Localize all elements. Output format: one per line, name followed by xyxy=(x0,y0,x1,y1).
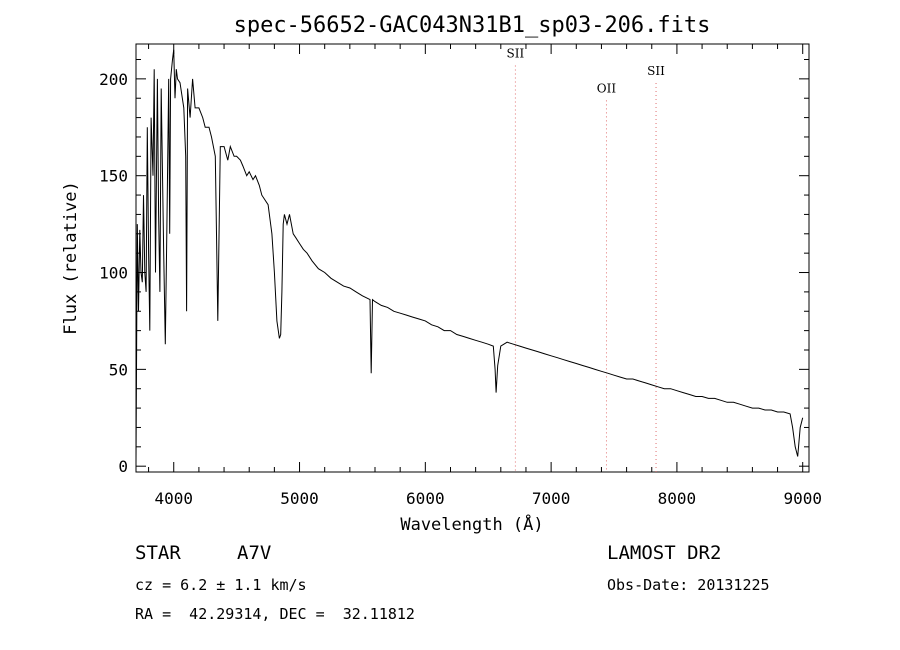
marker-label: SII xyxy=(507,47,525,61)
x-tick-label: 6000 xyxy=(406,489,445,508)
y-tick-label: 100 xyxy=(99,264,128,283)
y-tick-label: 150 xyxy=(99,167,128,186)
coordinates: RA = 42.29314, DEC = 32.11812 xyxy=(135,605,415,623)
x-tick-label: 4000 xyxy=(154,489,193,508)
y-tick-label: 0 xyxy=(118,457,128,476)
marker-label: SII xyxy=(647,64,665,78)
spectrum-line xyxy=(135,49,804,463)
plot-frame xyxy=(135,43,810,473)
survey-name: LAMOST DR2 xyxy=(607,542,722,564)
object-class: STAR xyxy=(135,542,181,564)
chart-title: spec-56652-GAC043N31B1_sp03-206.fits xyxy=(234,13,711,38)
x-tick-label: 5000 xyxy=(280,489,319,508)
axis-ticks: 4000 5000 6000 7000 8000 9000 0 50 100 150 200 xyxy=(99,44,822,508)
y-tick-label: 50 xyxy=(109,360,128,379)
x-tick-label: 8000 xyxy=(658,489,697,508)
redshift-velocity: cz = 6.2 ± 1.1 km/s xyxy=(135,576,307,594)
marker-label: OII xyxy=(597,81,617,95)
y-tick-label: 200 xyxy=(99,70,128,89)
x-tick-label: 7000 xyxy=(532,489,571,508)
observation-date: Obs-Date: 20131225 xyxy=(607,576,770,594)
x-tick-label: 9000 xyxy=(783,489,822,508)
spectral-subclass: A7V xyxy=(237,542,272,564)
emission-line-markers: SII OII SII xyxy=(507,47,665,472)
y-axis-label: Flux (relative) xyxy=(61,181,81,335)
x-axis-label: Wavelength (Å) xyxy=(400,513,543,535)
